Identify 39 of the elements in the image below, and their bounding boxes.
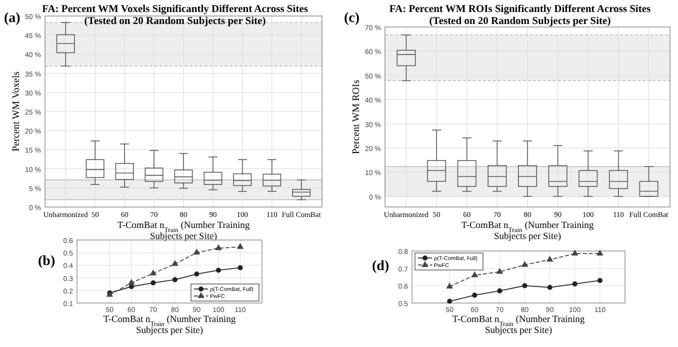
point <box>472 292 478 298</box>
text: (b) <box>38 254 56 269</box>
point <box>547 284 552 290</box>
point <box>496 268 504 274</box>
chart-title: FA: Percent WM Voxels Significantly Different Across Sites <box>42 4 308 15</box>
text: (d) <box>372 259 390 274</box>
point <box>172 277 178 282</box>
point <box>522 283 528 288</box>
point <box>193 248 200 255</box>
point <box>572 281 578 286</box>
point <box>172 260 178 266</box>
text: (c) <box>344 11 360 26</box>
point <box>521 260 528 267</box>
point <box>597 278 602 283</box>
text: (a) <box>4 11 21 26</box>
y-axis-title: Percent WM Voxels <box>11 71 22 152</box>
point <box>194 272 200 277</box>
point <box>238 265 243 270</box>
point <box>546 256 554 262</box>
x-axis-title: T-ComBat n$_{Train}$ (Number Training Subjects per Site) <box>452 315 585 336</box>
point <box>216 268 221 273</box>
point <box>215 244 222 250</box>
x-axis-title: T-ComBat n$_{Train}$ (Number Training Subjects per Site) <box>461 221 594 242</box>
point <box>571 250 578 256</box>
point <box>150 269 157 276</box>
point <box>128 278 135 285</box>
chart-title: FA: Percent WM ROIs Significantly Different Across Sites <box>389 4 651 15</box>
point <box>497 288 502 294</box>
point <box>596 250 604 256</box>
x-axis-title: T-ComBat n$_{Train}$ (Number Training Subjects per Site) <box>103 315 236 336</box>
point <box>471 271 478 278</box>
point <box>446 282 453 288</box>
point <box>150 280 156 286</box>
point <box>447 298 452 304</box>
point <box>236 243 244 249</box>
chart-subtitle: (Tested on 20 Random Subjects per Site) <box>84 16 266 27</box>
chart-subtitle: (Tested on 20 Random Subjects per Site) <box>429 16 612 27</box>
x-axis-title: T-ComBat n$_{Train}$ (Number Training Subjects per Site) <box>117 221 250 242</box>
y-axis-title: Percent WM ROIs <box>351 80 362 154</box>
